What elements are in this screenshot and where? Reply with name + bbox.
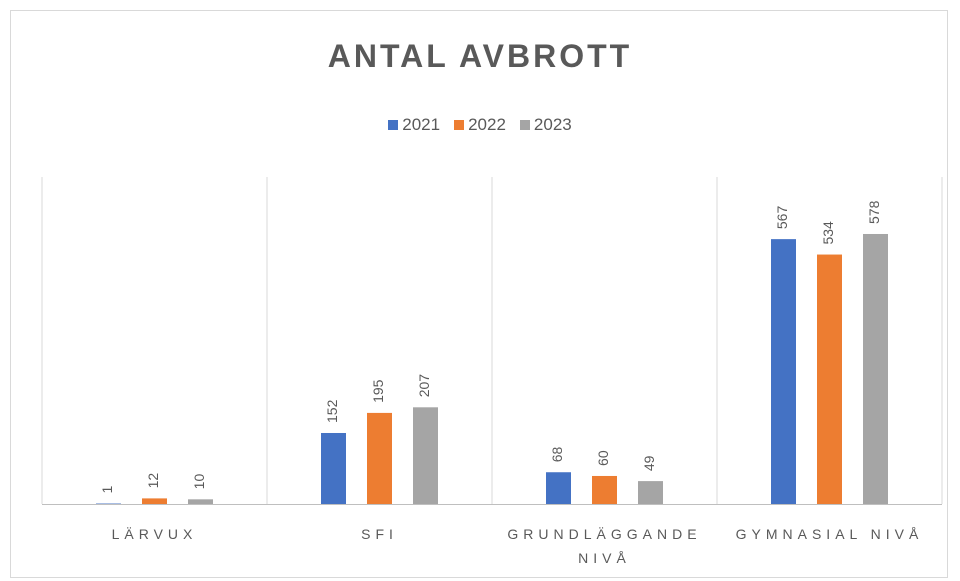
data-label: 49 (641, 455, 657, 471)
bar (638, 481, 663, 504)
data-label: 578 (866, 200, 882, 224)
bar (367, 412, 392, 504)
chart-title: ANTAL AVBROTT (327, 38, 633, 74)
data-label: 195 (370, 379, 386, 403)
bar (863, 233, 888, 504)
legend-label: 2023 (533, 115, 572, 134)
x-tick-label: GYMNASIAL NIVÅ (735, 526, 924, 542)
bar (546, 472, 571, 504)
legend-item: 2021 (388, 115, 440, 135)
data-label: 152 (324, 399, 340, 423)
legend-swatch (519, 120, 530, 130)
legend-label: 2021 (402, 115, 441, 134)
legend-swatch (388, 120, 399, 130)
legend: 2021 2022 2023 (0, 115, 960, 135)
legend-item: 2023 (519, 115, 572, 135)
bar (142, 498, 167, 504)
bar (817, 254, 842, 504)
data-label: 10 (191, 474, 207, 490)
legend-swatch (454, 120, 465, 130)
bar (592, 475, 617, 504)
data-label: 68 (549, 446, 565, 462)
data-label: 534 (820, 221, 836, 245)
data-label: 207 (416, 374, 432, 398)
x-tick-label: LÄRVUX (111, 526, 198, 542)
x-tick-label: SFI (361, 526, 398, 542)
data-label: 567 (774, 206, 790, 230)
legend-label: 2022 (468, 115, 506, 134)
chart-border (10, 10, 948, 578)
x-tick-label: GRUNDLÄGGANDE NIVÅ (507, 526, 702, 566)
data-label: 12 (145, 473, 161, 489)
legend-item: 2022 (454, 115, 506, 135)
bar (413, 407, 438, 504)
data-label: 1 (99, 486, 115, 494)
bar (771, 239, 796, 504)
bar (321, 432, 346, 504)
bar (188, 499, 213, 504)
data-label: 60 (595, 450, 611, 466)
